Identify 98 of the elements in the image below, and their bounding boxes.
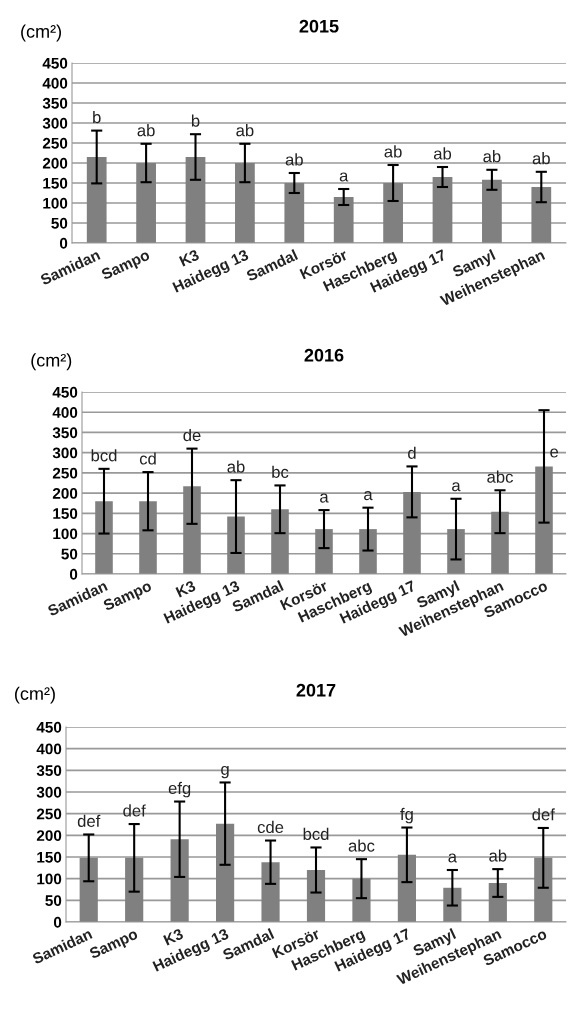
data-label: e: [550, 448, 559, 458]
data-label: ab: [236, 124, 254, 137]
data-label: g: [221, 765, 229, 779]
bar: [79, 857, 98, 922]
data-label: ab: [532, 152, 550, 165]
bar: [284, 183, 305, 243]
bar: [271, 509, 289, 574]
bar: [125, 857, 144, 922]
y-tick-label: 450: [52, 386, 78, 398]
data-label: d: [408, 446, 416, 459]
bar: [183, 486, 201, 574]
bar: [488, 883, 507, 922]
bar: [95, 501, 113, 574]
data-label: bcd: [91, 449, 117, 462]
data-label: cd: [139, 452, 156, 465]
bar: [136, 163, 156, 243]
y-tick-label: 50: [45, 895, 62, 907]
bar: [432, 177, 453, 243]
y-tick-label: 200: [36, 830, 62, 842]
y-tick-label: 150: [43, 177, 68, 189]
bar: [235, 163, 255, 243]
y-tick-label: 450: [36, 721, 62, 733]
y-tick-label: 300: [42, 117, 68, 129]
bar: [139, 501, 157, 574]
data-label: a: [364, 491, 373, 501]
bar: [315, 529, 333, 574]
data-label: abc: [348, 839, 375, 852]
y-tick-label: 250: [42, 137, 68, 149]
bar: [306, 870, 326, 922]
bar: [383, 183, 403, 243]
data-label: fg: [400, 807, 413, 824]
y-axis-title: (cm²): [31, 353, 72, 371]
data-label: a: [452, 482, 461, 492]
data-label: def: [77, 814, 101, 828]
data-label: a: [320, 493, 329, 503]
y-tick-label: 350: [52, 427, 78, 439]
data-label: a: [339, 172, 349, 182]
data-label: def: [123, 804, 146, 817]
y-axis-title: (cm²): [21, 24, 61, 42]
data-label: ab: [483, 150, 501, 163]
bar: [491, 511, 509, 574]
bar: [261, 862, 280, 922]
data-label: efg: [168, 781, 191, 798]
data-label: bcd: [303, 827, 329, 841]
bar: [534, 857, 553, 922]
bar: [359, 529, 377, 574]
data-label: b: [191, 114, 200, 127]
bar: [352, 878, 371, 922]
y-tick-label: 100: [37, 873, 62, 885]
y-tick-label: 450: [42, 57, 68, 69]
y-tick-label: 300: [52, 447, 78, 459]
y-tick-label: 100: [53, 528, 78, 540]
bar: [535, 466, 553, 574]
bar: [185, 157, 206, 243]
bar: [227, 516, 245, 574]
y-tick-label: 100: [43, 197, 68, 209]
bar: [397, 854, 416, 922]
data-label: de: [183, 428, 201, 442]
y-tick-label: 200: [52, 487, 78, 499]
data-label: ab: [489, 849, 507, 862]
bar: [403, 491, 421, 574]
data-label: abc: [487, 470, 513, 483]
y-tick-label: 350: [36, 765, 62, 777]
y-tick-label: 150: [53, 508, 78, 520]
data-label: ab: [285, 153, 303, 166]
data-label: ab: [384, 145, 402, 158]
data-label: cde: [257, 820, 284, 834]
data-label: b: [93, 110, 101, 124]
chart-title: 2017: [296, 683, 336, 697]
y-tick-label: 200: [42, 157, 68, 169]
y-tick-label: 400: [42, 77, 68, 89]
data-label: ab: [433, 147, 452, 160]
data-label: ab: [227, 460, 245, 473]
data-label: bc: [272, 465, 289, 478]
y-tick-label: 400: [52, 407, 78, 418]
y-tick-label: 0: [69, 568, 78, 580]
data-label: ab: [137, 124, 155, 137]
y-tick-label: 300: [36, 786, 62, 798]
y-tick-label: 250: [36, 808, 62, 820]
y-tick-label: 350: [42, 97, 68, 109]
bar: [86, 157, 107, 243]
data-label: def: [532, 808, 555, 821]
chart-title: 2015: [299, 19, 339, 33]
y-tick-label: 50: [51, 217, 68, 229]
bar: [333, 197, 354, 243]
y-axis-title: (cm²): [15, 686, 55, 704]
bar: [170, 839, 189, 922]
chart-title: 2016: [304, 348, 344, 362]
y-tick-label: 250: [52, 467, 78, 479]
y-tick-label: 400: [36, 743, 62, 755]
y-tick-label: 0: [59, 237, 68, 249]
y-tick-label: 0: [53, 916, 62, 928]
bar: [531, 187, 552, 243]
y-tick-label: 150: [37, 851, 62, 863]
bar: [482, 179, 502, 243]
bar: [216, 823, 235, 922]
data-label: a: [448, 853, 457, 863]
y-tick-label: 50: [61, 548, 78, 560]
